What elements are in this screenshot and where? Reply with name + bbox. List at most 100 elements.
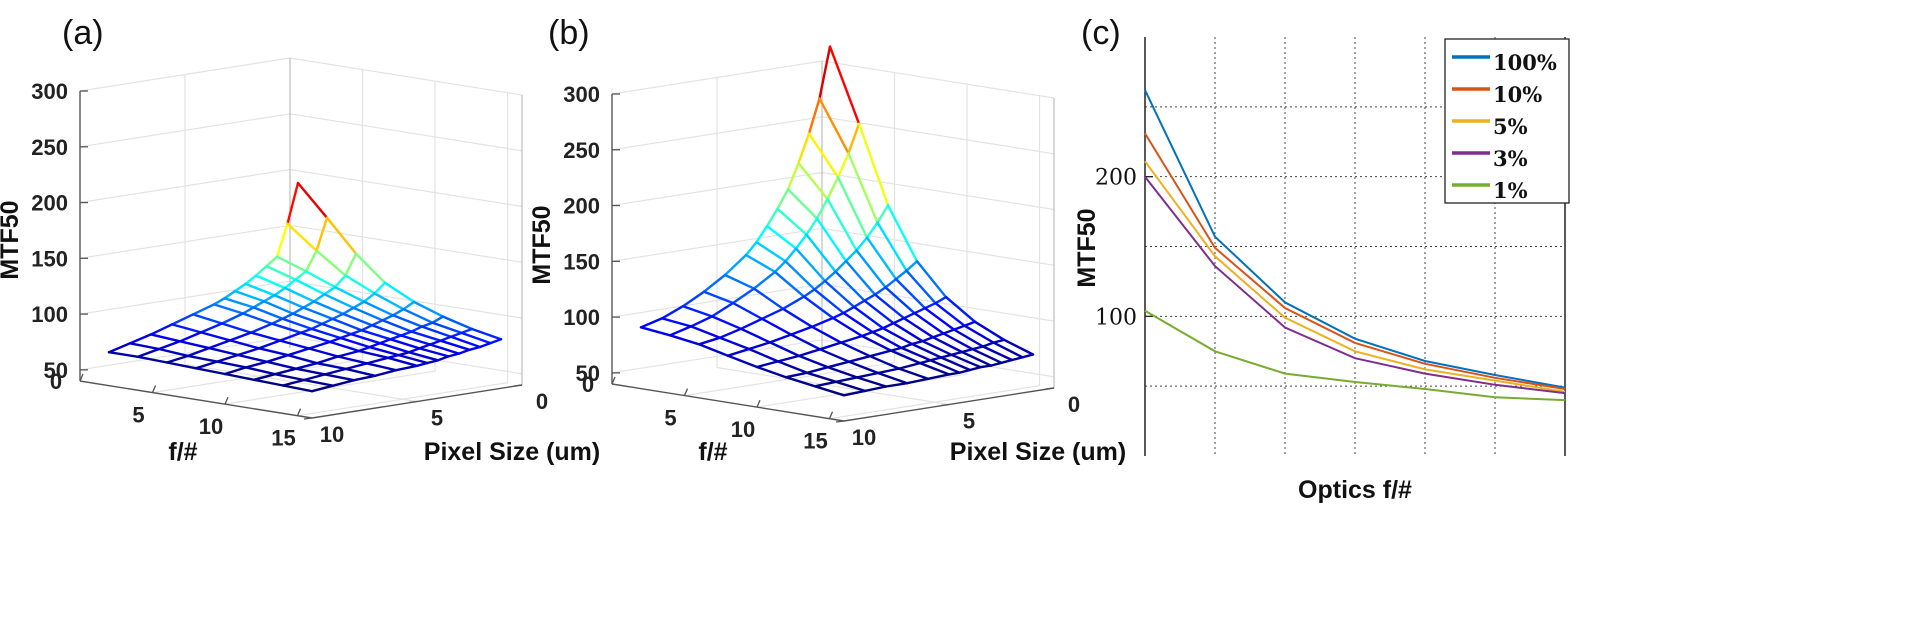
z-tick-label: 250 — [563, 138, 600, 163]
mesh-segment — [262, 300, 295, 315]
mesh-segment — [470, 327, 503, 341]
mesh-segment — [478, 341, 492, 349]
mesh-segment — [960, 350, 993, 367]
mesh-segment — [865, 221, 879, 239]
mesh-segment — [410, 325, 424, 333]
legend-entry: 10% — [1493, 82, 1542, 107]
mesh-segment — [323, 293, 355, 309]
mesh-segment — [752, 270, 777, 290]
mesh-segment — [784, 371, 809, 379]
mesh-segment — [892, 317, 906, 325]
f-tick-label: 5 — [132, 403, 144, 428]
mesh-segment — [918, 361, 951, 376]
mesh-segment — [910, 342, 943, 359]
mesh-segment — [302, 306, 334, 321]
mesh-segment — [865, 236, 898, 281]
mesh-segment — [402, 308, 434, 324]
mesh-segment — [784, 260, 816, 291]
mesh-segment — [178, 331, 203, 343]
mesh-segment — [244, 282, 276, 297]
mesh-segment — [304, 270, 337, 289]
p-tick — [513, 384, 523, 387]
mesh-segment — [273, 286, 287, 297]
mesh-segment — [344, 367, 377, 377]
mesh-segment — [805, 371, 838, 383]
mesh-segment — [897, 367, 930, 380]
p-axis-label: Pixel Size (um) — [424, 438, 600, 466]
mesh-segment — [639, 317, 664, 329]
mesh-segment — [929, 359, 961, 374]
mesh-segment — [223, 297, 255, 309]
mesh-segment — [370, 324, 403, 337]
mesh-segment — [752, 287, 785, 310]
f-tick-label: 0 — [582, 372, 594, 397]
z-tick-label: 300 — [563, 82, 600, 107]
mesh-segment — [958, 368, 972, 374]
mesh-segment — [460, 331, 492, 345]
mesh-segment — [415, 361, 429, 367]
mesh-segment — [431, 315, 445, 324]
mesh-segment — [194, 367, 227, 376]
mesh-segment — [273, 294, 305, 309]
mesh-segment — [241, 312, 274, 325]
mesh-segment — [979, 364, 993, 369]
mesh-segment — [739, 317, 764, 330]
mesh-segment — [265, 255, 279, 268]
mesh-segment — [331, 317, 363, 332]
mesh-segment — [981, 345, 1014, 362]
mesh-segment — [281, 317, 313, 331]
mesh-segment — [312, 293, 326, 303]
mesh-segment — [847, 355, 872, 363]
mesh-segment — [968, 366, 982, 372]
mesh-segment — [320, 322, 353, 336]
mesh-segment — [333, 285, 366, 303]
z-tick-label: 150 — [31, 246, 68, 271]
mesh-segment — [194, 360, 219, 370]
mesh-segment — [241, 306, 255, 315]
mesh-segment — [902, 312, 916, 320]
mesh-segment — [304, 249, 318, 273]
mesh-segment — [905, 377, 930, 385]
mesh-segment — [339, 336, 371, 349]
mesh-segment — [220, 312, 245, 325]
series-line — [1144, 160, 1566, 393]
mesh-segment — [170, 313, 195, 326]
p-tick-label: 5 — [431, 406, 443, 431]
mesh-segment — [294, 362, 319, 370]
mesh-segment — [776, 188, 790, 211]
mesh-segment — [744, 253, 777, 274]
grid-line-p — [716, 77, 950, 406]
mesh-segment — [449, 335, 482, 349]
mesh-segment — [873, 293, 906, 320]
mesh-segment — [847, 122, 861, 155]
mesh-segment — [407, 351, 440, 362]
mesh-segment — [876, 371, 909, 385]
z-tick-label: 100 — [31, 302, 68, 327]
mesh-segment — [310, 384, 335, 393]
mesh-segment — [828, 45, 861, 125]
mesh-segment — [755, 240, 787, 263]
mesh-segment — [731, 301, 764, 320]
grid-line-f — [297, 92, 509, 417]
mesh-segment — [815, 197, 829, 220]
mesh-segment — [681, 290, 706, 308]
mesh-segment — [810, 325, 843, 344]
mesh-segment — [489, 338, 503, 345]
legend-entry: 100% — [1493, 50, 1557, 75]
series-line — [1144, 309, 1566, 402]
z-tick-label: 50 — [576, 361, 600, 386]
mesh-segment — [836, 152, 850, 179]
mesh-segment — [439, 339, 471, 351]
mesh-segment — [923, 307, 956, 331]
p-tick — [303, 417, 313, 420]
mesh-segment — [881, 322, 895, 330]
mesh-segment — [373, 281, 387, 295]
mesh-segment — [212, 303, 245, 315]
mesh-segment — [1021, 353, 1035, 359]
mesh-segment — [731, 287, 756, 305]
mesh-segment — [275, 222, 289, 258]
grid-line-z — [79, 280, 523, 319]
mesh-segment — [257, 347, 290, 357]
